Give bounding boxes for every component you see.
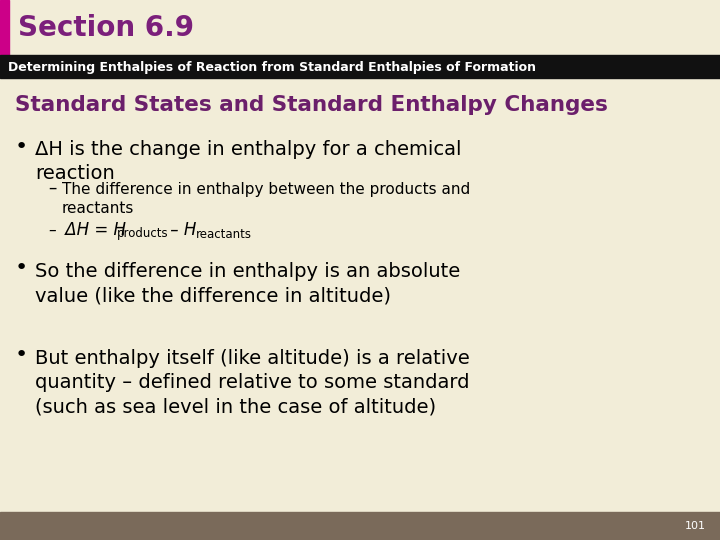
Text: 101: 101 xyxy=(685,521,706,531)
Text: The difference in enthalpy between the products and
reactants: The difference in enthalpy between the p… xyxy=(62,182,470,216)
Text: Standard States and Standard Enthalpy Changes: Standard States and Standard Enthalpy Ch… xyxy=(15,95,608,115)
Bar xyxy=(0,0,9,55)
Text: •: • xyxy=(15,137,28,157)
Text: ΔH = H: ΔH = H xyxy=(60,221,126,239)
Text: Determining Enthalpies of Reaction from Standard Enthalpies of Formation: Determining Enthalpies of Reaction from … xyxy=(8,60,536,73)
Text: – H: – H xyxy=(165,221,197,239)
Bar xyxy=(0,55,720,78)
Text: –: – xyxy=(48,222,55,238)
Text: –: – xyxy=(48,179,56,197)
Text: •: • xyxy=(15,345,28,365)
Text: ΔH is the change in enthalpy for a chemical
reaction: ΔH is the change in enthalpy for a chemi… xyxy=(35,140,462,183)
Text: So the difference in enthalpy is an absolute
value (like the difference in altit: So the difference in enthalpy is an abso… xyxy=(35,262,460,305)
Text: But enthalpy itself (like altitude) is a relative
quantity – defined relative to: But enthalpy itself (like altitude) is a… xyxy=(35,349,469,416)
Text: reactants: reactants xyxy=(196,227,252,240)
Text: Section 6.9: Section 6.9 xyxy=(18,14,194,42)
Text: products: products xyxy=(117,227,168,240)
Text: •: • xyxy=(15,258,28,278)
Bar xyxy=(0,512,720,540)
